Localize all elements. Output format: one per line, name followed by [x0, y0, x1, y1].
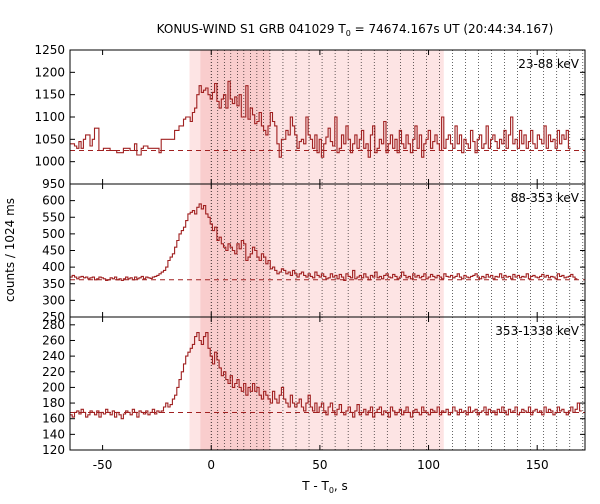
xlabel-main: T - T: [301, 479, 329, 493]
y-tick-label: 1150: [34, 88, 65, 102]
y-tick-label: 1250: [34, 43, 65, 57]
y-tick-label: 500: [42, 227, 65, 241]
y-tick-label: 120: [42, 443, 65, 457]
xlabel-subscript: 0: [329, 486, 334, 495]
y-tick-label: 180: [42, 396, 65, 410]
y-tick-label: 200: [42, 380, 65, 394]
x-tick-label: 150: [526, 458, 549, 472]
y-tick-label: 600: [42, 194, 65, 208]
y-tick-label: 1100: [34, 110, 65, 124]
energy-band-label: 88-353 keV: [511, 191, 580, 205]
x-tick-label: 0: [207, 458, 215, 472]
y-tick-label: 240: [42, 349, 65, 363]
title-main: KONUS-WIND S1 GRB 041029 T: [157, 22, 347, 36]
energy-band-label: 353-1338 keV: [495, 324, 579, 338]
x-tick-label: 50: [312, 458, 327, 472]
y-tick-label: 260: [42, 333, 65, 347]
y-tick-label: 550: [42, 210, 65, 224]
panel-frame: [69, 316, 586, 451]
lightcurve-series: [70, 203, 578, 281]
x-axis-label: T - T0, s: [301, 479, 348, 495]
xlabel-rest: , s: [334, 479, 348, 493]
y-tick-label: 140: [42, 427, 65, 441]
y-tick-label: 1000: [34, 155, 65, 169]
lightcurve-series: [70, 332, 582, 420]
title-subscript: 0: [346, 29, 351, 38]
y-tick-label: 450: [42, 244, 65, 258]
y-tick-label: 950: [42, 177, 65, 191]
data-layer: [70, 80, 585, 420]
energy-band-label: 23-88 keV: [518, 57, 580, 71]
lightcurve-series: [70, 80, 571, 158]
chart-title: KONUS-WIND S1 GRB 041029 T0 = 74674.167s…: [157, 22, 554, 38]
y-tick-label: 280: [42, 318, 65, 332]
y-tick-label: 1050: [34, 132, 65, 146]
y-tick-label: 350: [42, 277, 65, 291]
y-tick-label: 220: [42, 365, 65, 379]
y-tick-label: 1200: [34, 65, 65, 79]
y-tick-label: 400: [42, 260, 65, 274]
y-tick-label: 160: [42, 412, 65, 426]
title-rest: = 74674.167s UT (20:44:34.167): [351, 22, 554, 36]
x-tick-label: 100: [417, 458, 440, 472]
y-tick-label: 250: [42, 310, 65, 324]
y-axis-label: counts / 1024 ms: [3, 198, 17, 302]
x-tick-label: -50: [93, 458, 113, 472]
y-tick-label: 300: [42, 293, 65, 307]
